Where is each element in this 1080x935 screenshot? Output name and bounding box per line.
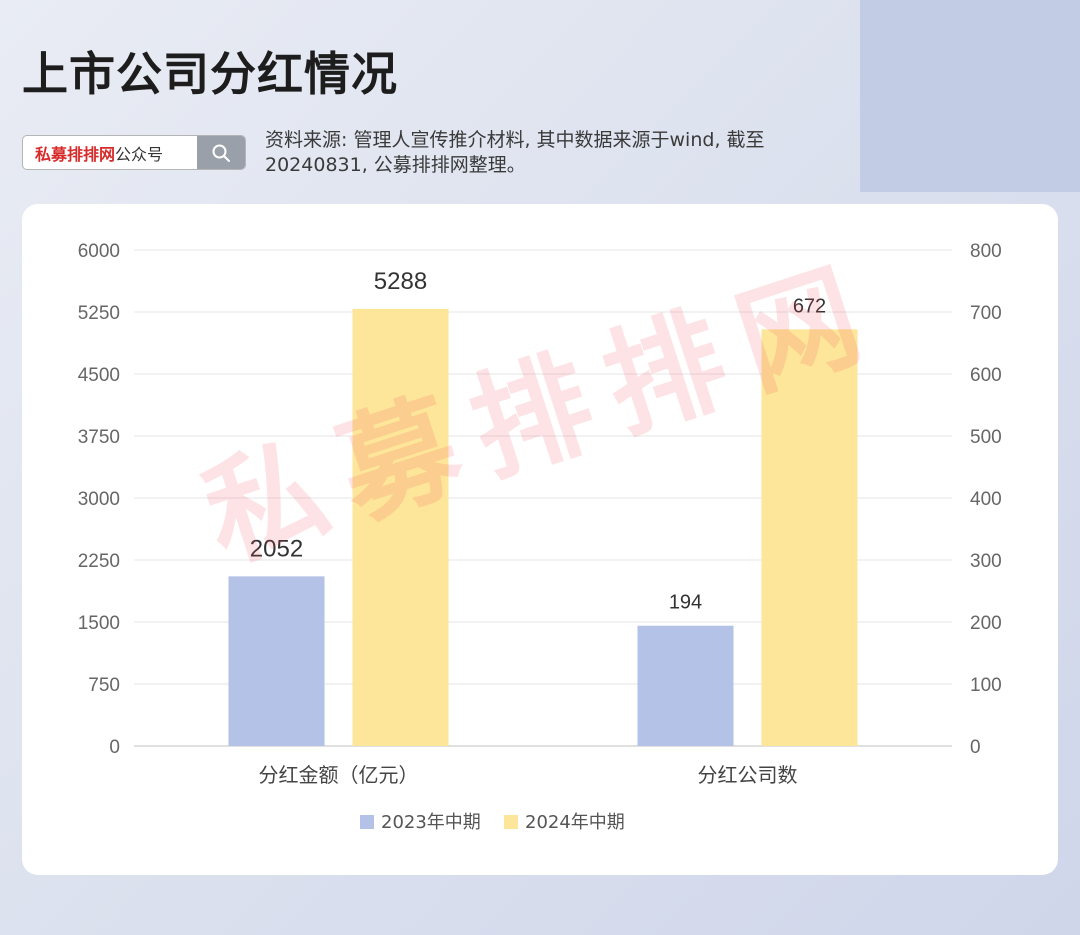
search-text[interactable]: 私募排排网 公众号	[23, 136, 197, 169]
bar	[637, 625, 734, 746]
y-left-tick-label: 3750	[78, 427, 120, 448]
y-left-tick-label: 5250	[78, 303, 120, 324]
y-left-tick-label: 750	[88, 675, 120, 696]
bar	[352, 308, 449, 746]
y-left-tick-label: 0	[109, 737, 120, 758]
y-left-tick-label: 1500	[78, 613, 120, 634]
legend-label: 2023年中期	[381, 812, 481, 833]
y-left-tick-label: 4500	[78, 365, 120, 386]
corner-panel	[860, 0, 1080, 192]
bar	[228, 576, 325, 746]
data-label: 5288	[374, 268, 427, 295]
bar	[761, 329, 858, 746]
y-right-tick-label: 700	[970, 303, 1002, 324]
y-right-tick-label: 0	[970, 737, 981, 758]
y-right-tick-label: 800	[970, 241, 1002, 262]
y-left-tick-label: 3000	[78, 489, 120, 510]
y-right-tick-label: 500	[970, 427, 1002, 448]
search-suffix: 公众号	[115, 144, 164, 164]
y-right-tick-label: 200	[970, 613, 1002, 634]
search-button[interactable]	[197, 136, 245, 169]
source-note: 资料来源: 管理人宣传推介材料, 其中数据来源于wind, 截至20240831…	[265, 129, 765, 176]
category-label: 分红公司数	[698, 763, 798, 787]
y-right-tick-label: 400	[970, 489, 1002, 510]
chart-card: 0 750 1500 2250 3000 3750 4500 5250 6000 0 100 200 3…	[22, 204, 1058, 875]
legend-swatch	[504, 815, 518, 829]
legend-label: 2024年中期	[525, 812, 625, 833]
search-icon	[212, 144, 230, 162]
data-label: 672	[793, 295, 826, 317]
y-right-tick-label: 100	[970, 675, 1002, 696]
y-right-tick-label: 300	[970, 551, 1002, 572]
data-label: 2052	[250, 535, 303, 562]
y-right-tick-label: 600	[970, 365, 1002, 386]
data-label: 194	[669, 592, 702, 614]
y-left-tick-label: 6000	[78, 241, 120, 262]
search-box[interactable]: 私募排排网 公众号	[22, 135, 246, 170]
page-title: 上市公司分红情况	[22, 47, 398, 101]
search-brand: 私募排排网	[35, 144, 116, 164]
dividend-chart: 0 750 1500 2250 3000 3750 4500 5250 6000 0 100 200 3…	[78, 241, 1002, 833]
legend-swatch	[360, 815, 374, 829]
y-left-tick-label: 2250	[78, 551, 120, 572]
category-label: 分红金额（亿元）	[259, 763, 419, 787]
